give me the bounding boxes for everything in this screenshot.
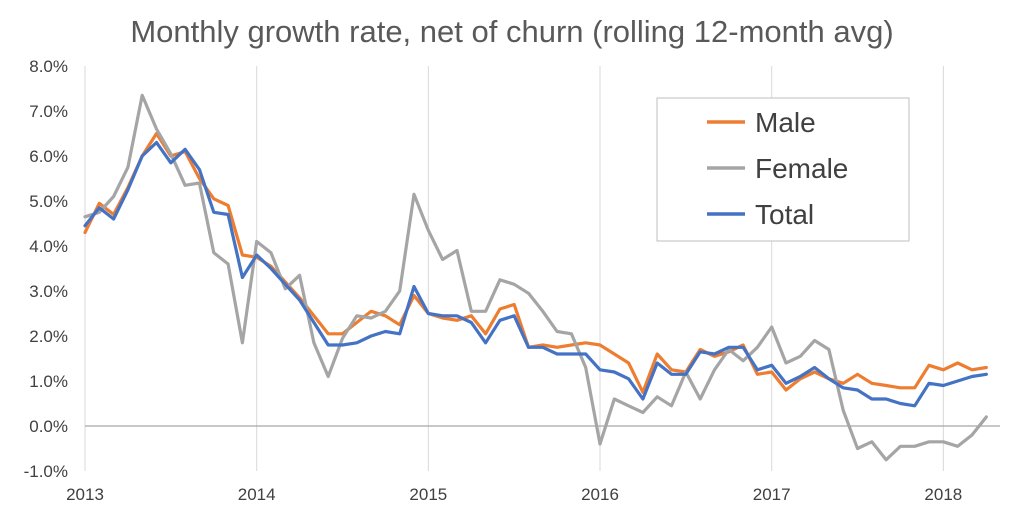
x-tick-label: 2017 bbox=[753, 485, 791, 504]
x-tick-label: 2016 bbox=[581, 485, 619, 504]
y-tick-label: 1.0% bbox=[29, 372, 68, 391]
legend-box bbox=[656, 97, 910, 242]
y-axis-tick-labels: -1.0% 0.0% 1.0% 2.0% 3.0% 4.0% 5.0% 6.0% 7.0% 8.0… bbox=[24, 57, 68, 481]
x-tick-label: 2013 bbox=[66, 485, 104, 504]
y-tick-label: 0.0% bbox=[29, 417, 68, 436]
gridlines bbox=[84, 66, 944, 471]
y-tick-label: -1.0% bbox=[24, 462, 68, 481]
x-axis-tick-labels: 2013 2014 2015 2016 2017 2018 bbox=[66, 485, 962, 504]
x-tick-label: 2015 bbox=[409, 485, 447, 504]
y-tick-label: 7.0% bbox=[29, 102, 68, 121]
y-tick-label: 3.0% bbox=[29, 282, 68, 301]
legend-label-male: Male bbox=[755, 107, 816, 138]
series-line-total bbox=[83, 140, 988, 408]
y-tick-label: 2.0% bbox=[29, 327, 68, 346]
legend: Male Female Total bbox=[656, 97, 910, 242]
y-tick-label: 8.0% bbox=[29, 57, 68, 76]
x-tick-label: 2014 bbox=[238, 485, 276, 504]
y-tick-label: 4.0% bbox=[29, 237, 68, 256]
chart-title: Monthly growth rate, net of churn (rolli… bbox=[130, 14, 894, 49]
series-lines bbox=[83, 93, 988, 462]
legend-label-female: Female bbox=[755, 153, 848, 184]
y-tick-label: 5.0% bbox=[29, 192, 68, 211]
y-tick-label: 6.0% bbox=[29, 147, 68, 166]
x-tick-label: 2018 bbox=[924, 485, 962, 504]
legend-label-total: Total bbox=[755, 199, 814, 230]
series-line-female bbox=[83, 93, 988, 462]
